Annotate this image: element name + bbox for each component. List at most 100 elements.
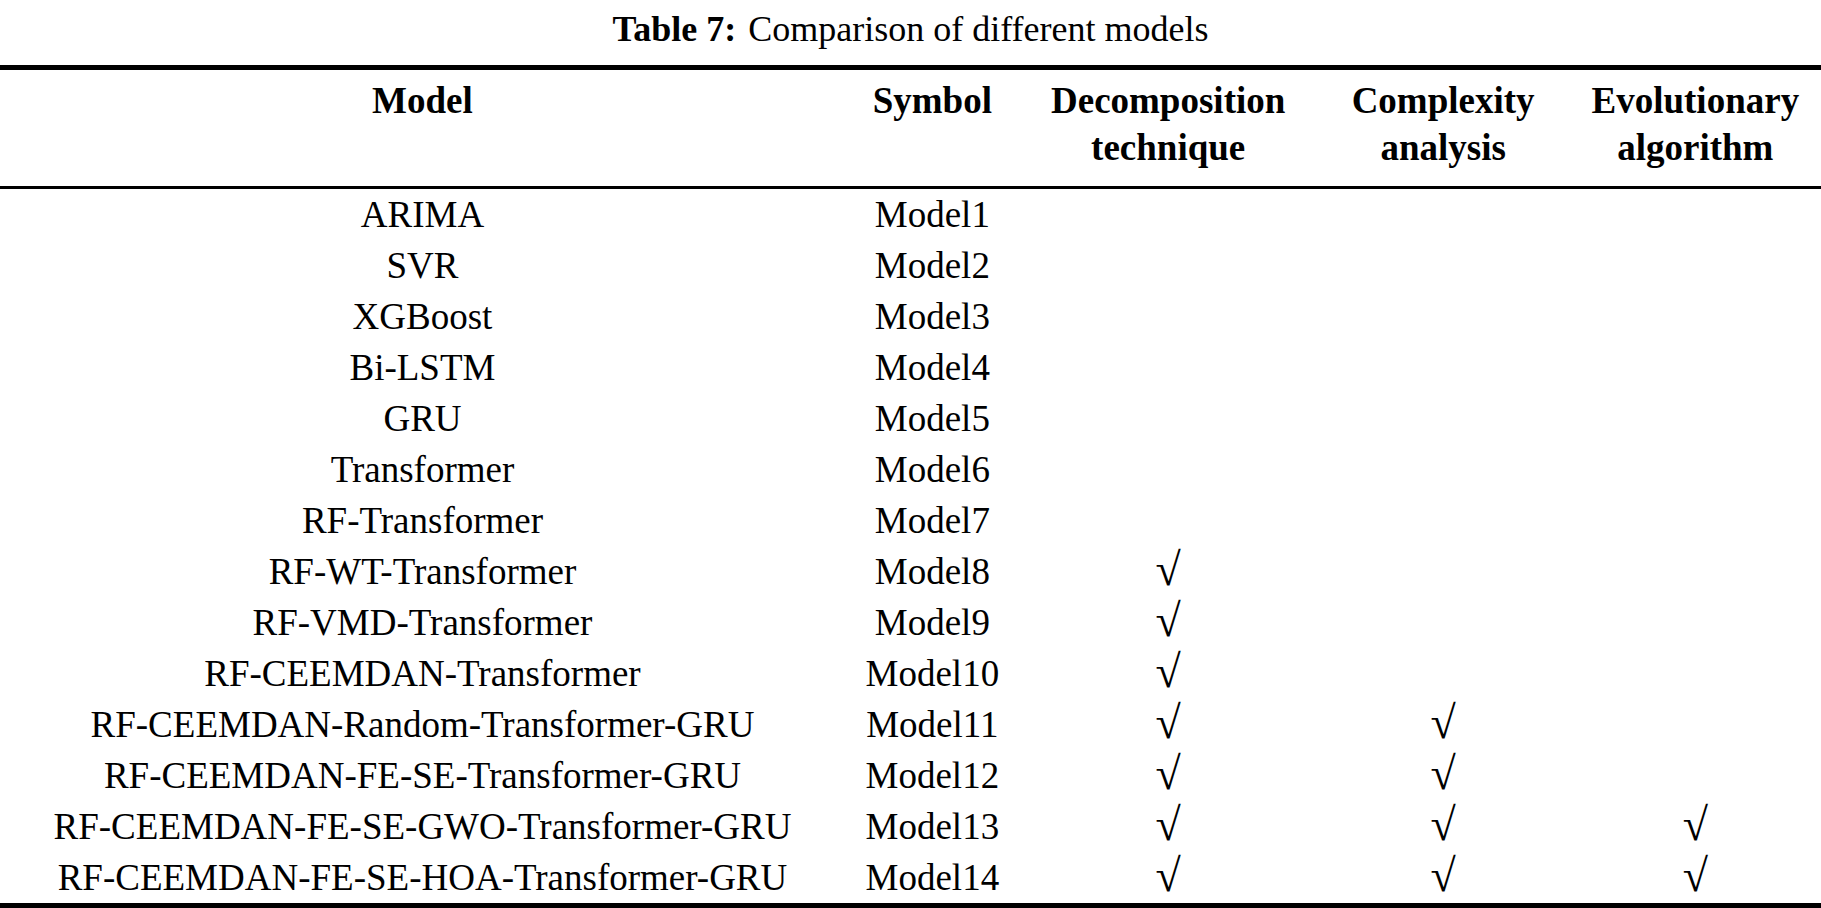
- evolutionary-check-cell: [1570, 546, 1821, 597]
- column-header-evolutionary-line2: algorithm: [1570, 124, 1821, 171]
- column-header-evolutionary-line1: Evolutionary: [1570, 77, 1821, 124]
- model-cell: RF-VMD-Transformer: [0, 597, 845, 648]
- model-cell: RF-Transformer: [0, 495, 845, 546]
- evolutionary-check-cell: [1570, 648, 1821, 699]
- model-cell: RF-CEEMDAN-FE-SE-GWO-Transformer-GRU: [0, 801, 845, 852]
- column-header-complexity-line1: Complexity: [1317, 77, 1570, 124]
- complexity-check-cell: [1317, 444, 1570, 495]
- evolutionary-check-cell: [1570, 291, 1821, 342]
- decomposition-check-cell: √: [1020, 597, 1317, 648]
- column-header-symbol-line1: Symbol: [845, 77, 1020, 124]
- evolutionary-check-cell: [1570, 444, 1821, 495]
- column-header-model-line1: Model: [0, 77, 845, 124]
- evolutionary-check-cell: [1570, 393, 1821, 444]
- symbol-cell: Model3: [845, 291, 1020, 342]
- table-row: XGBoostModel3: [0, 291, 1821, 342]
- model-cell: Bi-LSTM: [0, 342, 845, 393]
- decomposition-check-cell: √: [1020, 852, 1317, 903]
- decomposition-check-cell: [1020, 291, 1317, 342]
- symbol-cell: Model14: [845, 852, 1020, 903]
- table-caption-label: Table 7:: [613, 9, 737, 49]
- complexity-check-cell: [1317, 240, 1570, 291]
- decomposition-check-cell: √: [1020, 648, 1317, 699]
- model-cell: RF-CEEMDAN-Random-Transformer-GRU: [0, 699, 845, 750]
- decomposition-check-cell: √: [1020, 801, 1317, 852]
- symbol-cell: Model7: [845, 495, 1020, 546]
- complexity-check-cell: √: [1317, 852, 1570, 903]
- complexity-check-cell: [1317, 189, 1570, 240]
- table-row: RF-CEEMDAN-Random-Transformer-GRUModel11…: [0, 699, 1821, 750]
- decomposition-check-cell: [1020, 240, 1317, 291]
- table-row: SVRModel2: [0, 240, 1821, 291]
- evolutionary-check-cell: [1570, 240, 1821, 291]
- column-header-decomposition-technique: Decomposition technique: [1020, 77, 1317, 186]
- evolutionary-check-cell: √: [1570, 852, 1821, 903]
- model-cell: GRU: [0, 393, 845, 444]
- complexity-check-cell: √: [1317, 750, 1570, 801]
- table-row: RF-CEEMDAN-TransformerModel10√: [0, 648, 1821, 699]
- symbol-cell: Model5: [845, 393, 1020, 444]
- symbol-cell: Model4: [845, 342, 1020, 393]
- symbol-cell: Model13: [845, 801, 1020, 852]
- table-row: RF-CEEMDAN-FE-SE-HOA-Transformer-GRUMode…: [0, 852, 1821, 903]
- symbol-cell: Model9: [845, 597, 1020, 648]
- evolutionary-check-cell: [1570, 699, 1821, 750]
- column-header-decomposition-line1: Decomposition: [1020, 77, 1317, 124]
- decomposition-check-cell: √: [1020, 750, 1317, 801]
- symbol-cell: Model1: [845, 189, 1020, 240]
- paper-table-figure: Table 7: Comparison of different models M…: [0, 0, 1821, 908]
- column-header-decomposition-line2: technique: [1020, 124, 1317, 171]
- complexity-check-cell: [1317, 291, 1570, 342]
- model-cell: XGBoost: [0, 291, 845, 342]
- table-caption: Table 7: Comparison of different models: [0, 0, 1821, 65]
- symbol-cell: Model10: [845, 648, 1020, 699]
- table-row: RF-CEEMDAN-FE-SE-Transformer-GRUModel12√…: [0, 750, 1821, 801]
- symbol-cell: Model2: [845, 240, 1020, 291]
- complexity-check-cell: √: [1317, 699, 1570, 750]
- evolutionary-check-cell: [1570, 597, 1821, 648]
- decomposition-check-cell: [1020, 393, 1317, 444]
- symbol-cell: Model11: [845, 699, 1020, 750]
- complexity-check-cell: [1317, 546, 1570, 597]
- table-row: RF-VMD-TransformerModel9√: [0, 597, 1821, 648]
- decomposition-check-cell: [1020, 444, 1317, 495]
- table-row: ARIMAModel1: [0, 189, 1821, 240]
- comparison-table: Model Symbol Decomposition technique Com…: [0, 65, 1821, 908]
- evolutionary-check-cell: [1570, 750, 1821, 801]
- table-row: RF-WT-TransformerModel8√: [0, 546, 1821, 597]
- evolutionary-check-cell: √: [1570, 801, 1821, 852]
- decomposition-check-cell: √: [1020, 546, 1317, 597]
- column-header-symbol: Symbol: [845, 77, 1020, 186]
- complexity-check-cell: [1317, 393, 1570, 444]
- model-cell: ARIMA: [0, 189, 845, 240]
- complexity-check-cell: √: [1317, 801, 1570, 852]
- decomposition-check-cell: [1020, 495, 1317, 546]
- evolutionary-check-cell: [1570, 189, 1821, 240]
- symbol-cell: Model6: [845, 444, 1020, 495]
- symbol-cell: Model8: [845, 546, 1020, 597]
- table-row: GRUModel5: [0, 393, 1821, 444]
- model-cell: RF-CEEMDAN-FE-SE-HOA-Transformer-GRU: [0, 852, 845, 903]
- model-cell: SVR: [0, 240, 845, 291]
- column-header-evolutionary-algorithm: Evolutionary algorithm: [1570, 77, 1821, 186]
- decomposition-check-cell: [1020, 342, 1317, 393]
- decomposition-check-cell: [1020, 189, 1317, 240]
- model-cell: RF-CEEMDAN-FE-SE-Transformer-GRU: [0, 750, 845, 801]
- model-cell: RF-CEEMDAN-Transformer: [0, 648, 845, 699]
- column-header-complexity-line2: analysis: [1317, 124, 1570, 171]
- complexity-check-cell: [1317, 648, 1570, 699]
- table-body: ARIMAModel1SVRModel2XGBoostModel3Bi-LSTM…: [0, 189, 1821, 903]
- evolutionary-check-cell: [1570, 342, 1821, 393]
- symbol-cell: Model12: [845, 750, 1020, 801]
- complexity-check-cell: [1317, 597, 1570, 648]
- table-row: TransformerModel6: [0, 444, 1821, 495]
- evolutionary-check-cell: [1570, 495, 1821, 546]
- table-row: Bi-LSTMModel4: [0, 342, 1821, 393]
- model-cell: RF-WT-Transformer: [0, 546, 845, 597]
- table-header-row: Model Symbol Decomposition technique Com…: [0, 70, 1821, 189]
- table-caption-text: Comparison of different models: [748, 9, 1208, 49]
- table-row: RF-TransformerModel7: [0, 495, 1821, 546]
- table-row: RF-CEEMDAN-FE-SE-GWO-Transformer-GRUMode…: [0, 801, 1821, 852]
- complexity-check-cell: [1317, 495, 1570, 546]
- model-cell: Transformer: [0, 444, 845, 495]
